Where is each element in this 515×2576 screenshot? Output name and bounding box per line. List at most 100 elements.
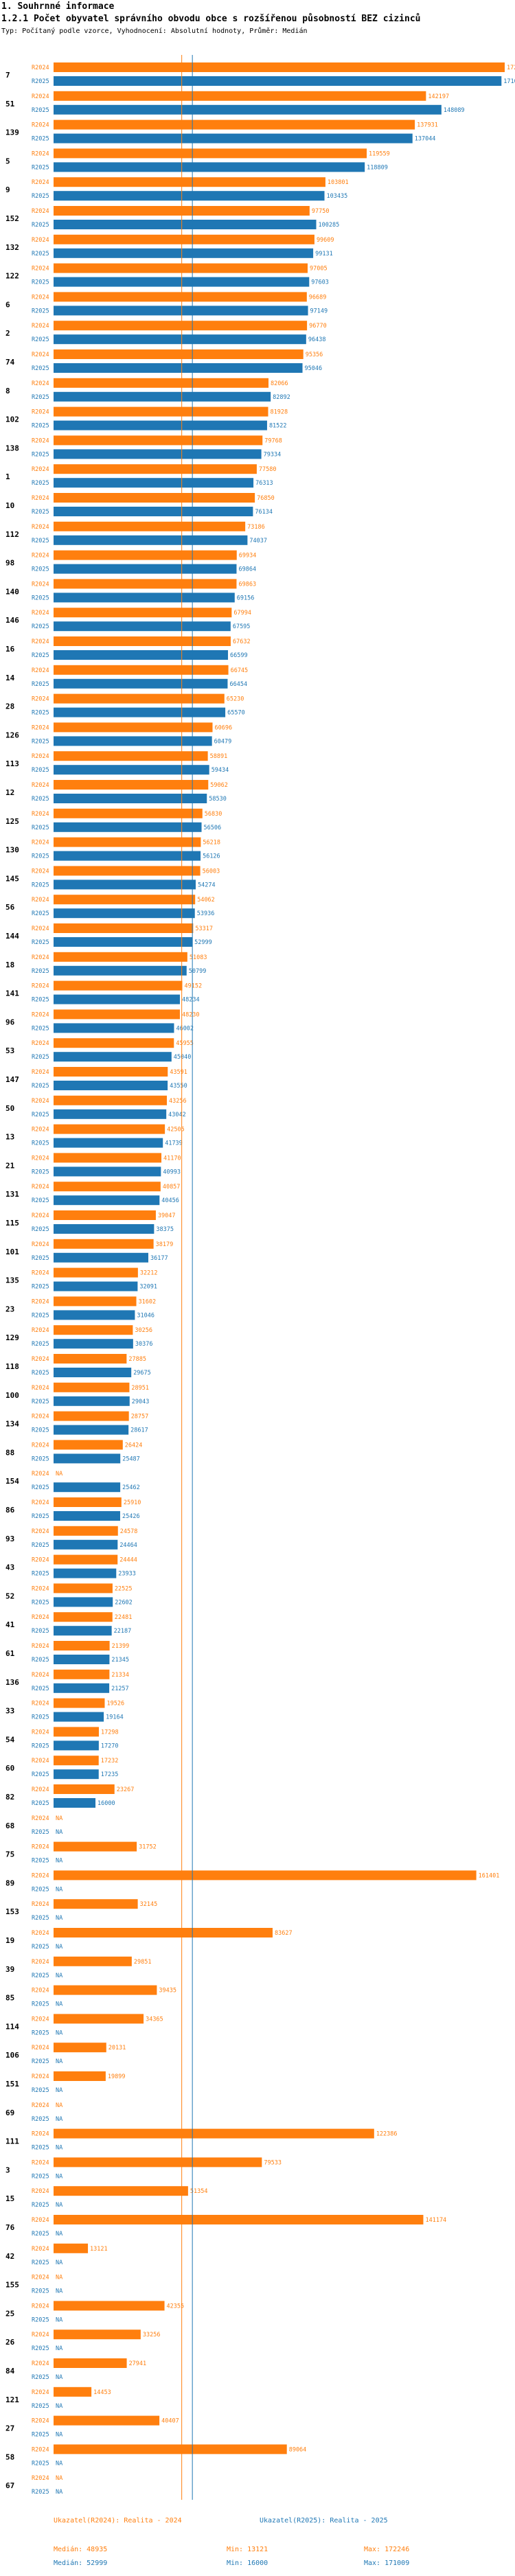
bar-r2024: [54, 895, 196, 905]
series-label: R2025: [32, 394, 49, 401]
series-label: R2024: [32, 237, 49, 244]
series-label: R2025: [32, 480, 49, 487]
data-label: 79533: [264, 2159, 282, 2166]
series-label: R2025: [32, 1112, 49, 1118]
bar-r2024: [54, 1354, 127, 1364]
data-label: 29851: [134, 1959, 152, 1966]
data-label: 56506: [204, 825, 222, 831]
category-label: 114: [5, 2022, 19, 2031]
bar-r2024: [54, 62, 505, 72]
data-label-na: NA: [56, 2087, 62, 2094]
bar-r2024: [54, 1554, 118, 1565]
bar-r2025: [54, 277, 310, 287]
bar-r2024: [54, 1296, 137, 1307]
category-label: 118: [5, 1362, 19, 1371]
bar-r2025: [54, 1368, 132, 1377]
series-label: R2025: [32, 767, 49, 774]
bar-r2024: [54, 2330, 141, 2340]
data-label: 32145: [140, 1901, 158, 1908]
category-label: 13: [5, 1133, 14, 1142]
data-label: 45955: [176, 1040, 194, 1047]
data-label: 20131: [108, 2045, 126, 2051]
series-label: R2025: [32, 2489, 49, 2496]
bar-r2024: [54, 1698, 105, 1708]
series-label: R2025: [32, 2231, 49, 2238]
category-label: 130: [5, 846, 19, 855]
series-label: R2025: [32, 2259, 49, 2266]
bar-r2024: [54, 579, 237, 589]
data-label: 56218: [203, 840, 220, 847]
bar-r2024: [54, 321, 308, 331]
data-label: 95356: [306, 352, 323, 358]
category-label: 43: [5, 1563, 14, 1572]
series-label: R2025: [32, 2374, 49, 2381]
category-label: 27: [5, 2424, 14, 2433]
series-label: R2025: [32, 1743, 49, 1749]
bar-r2024: [54, 2043, 106, 2053]
data-label: 40456: [161, 1197, 179, 1204]
data-label: 19899: [108, 2073, 126, 2080]
category-label: 89: [5, 1878, 14, 1887]
category-label: 18: [5, 961, 14, 969]
category-label: 88: [5, 1448, 14, 1457]
series-label: R2024: [32, 1614, 49, 1621]
bar-r2025: [54, 650, 229, 660]
data-label-na: NA: [56, 2102, 62, 2109]
series-label: R2024: [32, 150, 49, 157]
data-label: 171009: [503, 78, 515, 85]
category-label: 111: [5, 2137, 19, 2146]
data-label: 24578: [120, 1528, 138, 1535]
series-label: R2024: [32, 65, 49, 71]
series-label: R2025: [32, 136, 49, 143]
category-label: 67: [5, 2481, 14, 2490]
series-label: R2024: [32, 1471, 49, 1477]
bar-r2025: [54, 363, 303, 373]
series-label: R2025: [32, 1571, 49, 1578]
bar-r2025: [54, 478, 254, 488]
series-label: R2025: [32, 1858, 49, 1865]
bar-r2024: [54, 1440, 123, 1450]
bar-r2025: [54, 1339, 133, 1349]
category-label: 41: [5, 1620, 15, 1629]
category-label: 76: [5, 2223, 15, 2232]
bar-r2025: [54, 191, 325, 201]
category-label: 147: [5, 1075, 19, 1084]
category-label: 16: [5, 645, 15, 654]
category-label: 134: [5, 1420, 19, 1429]
series-label: R2024: [32, 2159, 49, 2166]
series-label: R2025: [32, 1427, 49, 1434]
bar-r2025: [54, 1166, 161, 1177]
data-label: 81522: [269, 423, 287, 430]
data-label-na: NA: [56, 2259, 62, 2266]
series-label: R2024: [32, 2275, 49, 2281]
series-label: R2024: [32, 1643, 49, 1650]
bar-r2025: [54, 1281, 138, 1291]
series-label: R2024: [32, 2131, 49, 2138]
series-label: R2025: [32, 1484, 49, 1491]
series-label: R2025: [32, 2173, 49, 2180]
bar-r2024: [54, 2157, 262, 2167]
data-label: 38375: [156, 1226, 174, 1233]
bar-r2024: [54, 234, 314, 244]
data-label: 56830: [205, 811, 222, 818]
series-label: R2024: [32, 724, 49, 731]
data-label: 60479: [214, 738, 232, 745]
category-label: 33: [5, 1707, 14, 1716]
category-label: 60: [5, 1764, 14, 1773]
data-label: 36177: [150, 1255, 168, 1262]
bar-r2025: [54, 104, 442, 115]
series-label: R2025: [32, 1399, 49, 1405]
series-label: R2024: [32, 2246, 49, 2253]
data-label: 89064: [289, 2446, 307, 2453]
bar-r2025: [54, 822, 202, 832]
category-label: 126: [5, 731, 19, 739]
bar-r2024: [54, 780, 209, 790]
data-label: 148089: [444, 107, 465, 114]
category-label: 15: [5, 2194, 14, 2203]
series-label: R2024: [32, 208, 49, 215]
bar-r2025: [54, 133, 413, 143]
bar-r2024: [54, 722, 213, 733]
bar-r2025: [54, 391, 271, 402]
data-label-na: NA: [56, 2460, 62, 2467]
